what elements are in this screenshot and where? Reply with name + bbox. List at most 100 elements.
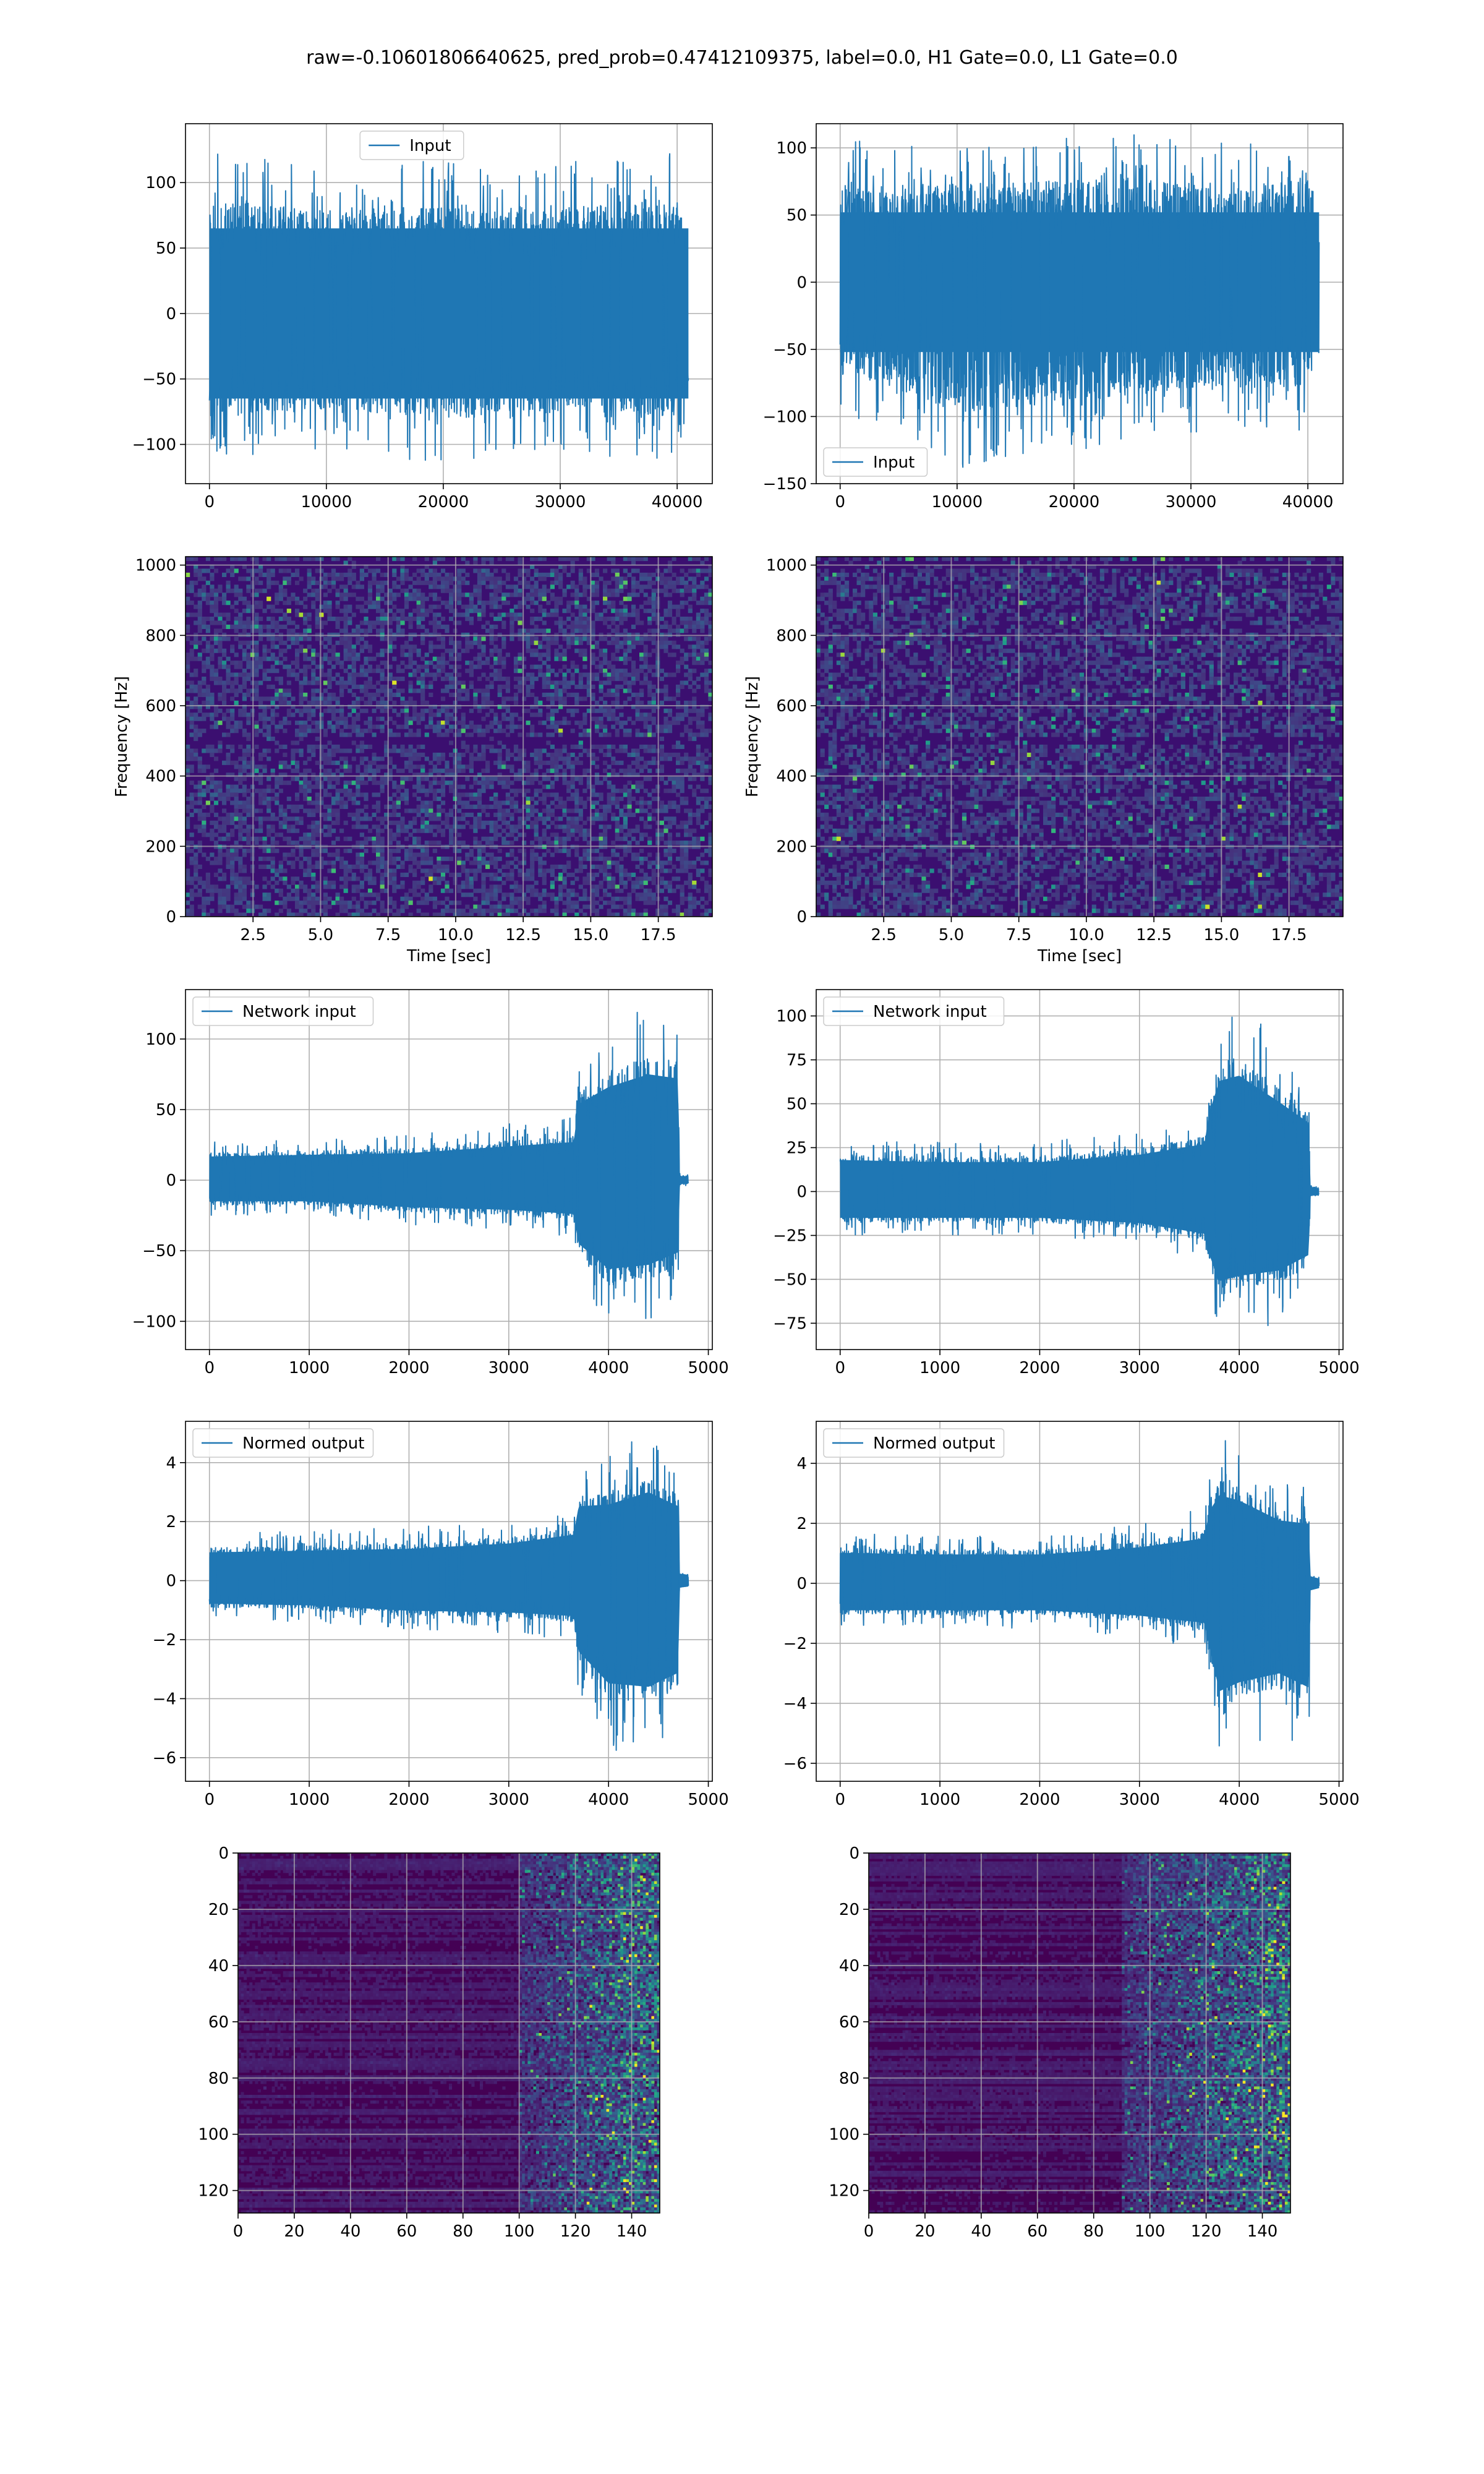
heatmap-cell [562,744,567,749]
heatmap-cell [420,664,425,669]
heatmap-cell [429,648,433,653]
heatmap-cell [477,724,482,729]
heatmap-cell [469,884,474,889]
heatmap-cell [262,912,267,917]
heatmap-cell [197,816,202,821]
heatmap-cell [278,789,283,794]
heatmap-cell [522,580,527,585]
heatmap-cell [376,824,381,829]
heatmap-cell [303,724,308,729]
heatmap-cell [278,688,283,693]
heatmap-cell [303,617,308,622]
heatmap-cell [562,696,567,701]
heatmap-cell [420,768,425,773]
heatmap-cell [432,644,437,649]
heatmap-cell [230,784,235,789]
heatmap-cell [194,620,198,625]
heatmap-cell [295,892,300,897]
heatmap-cell [299,860,304,865]
heatmap-cell [331,584,336,589]
heatmap-cell [315,664,320,669]
heatmap-cell [465,880,470,885]
heatmap-cell [420,852,425,857]
heatmap-cell [574,669,579,674]
heatmap-cell [311,588,316,593]
heatmap-cell [194,729,198,734]
heatmap-cell [473,640,478,645]
heatmap-cell [530,868,535,873]
heatmap-cell [359,672,364,677]
heatmap-cell [437,901,441,905]
heatmap-cell [615,816,620,821]
heatmap-cell [408,680,413,685]
heatmap-cell [197,880,202,885]
heatmap-cell [473,700,478,705]
heatmap-cell [570,624,575,629]
heatmap-cell [343,792,348,797]
heatmap-cell [356,884,360,889]
heatmap-cell [307,857,312,862]
heatmap-cell [335,812,340,817]
heatmap-cell [311,776,316,781]
heatmap-cell [424,824,429,829]
heatmap-cell [262,732,267,737]
heatmap-cell [364,892,369,897]
heatmap-cell [323,892,328,897]
heatmap-cell [481,580,486,585]
heatmap-cell [331,828,336,833]
heatmap-cell [315,588,320,593]
heatmap-cell [343,849,348,854]
heatmap-cell [286,628,291,633]
heatmap-cell [432,824,437,829]
heatmap-cell [270,789,275,794]
heatmap-cell [465,872,470,877]
heatmap-cell [194,852,198,857]
heatmap-cell [457,888,462,893]
heatmap-cell [189,716,194,721]
heatmap-cell [481,648,486,653]
heatmap-cell [566,708,571,713]
heatmap-cell [222,601,227,606]
heatmap-cell [246,808,251,813]
heatmap-cell [234,816,239,821]
heatmap-cell [380,677,385,682]
heatmap-cell [335,656,340,661]
heatmap-cell [429,784,433,789]
heatmap-cell [578,612,583,617]
heatmap-cell [562,800,567,805]
heatmap-cell [194,860,198,865]
heatmap-cell [489,888,494,893]
heatmap-cell [530,860,535,865]
heatmap-cell [295,640,300,645]
heatmap-cell [323,909,328,914]
heatmap-cell [530,620,535,625]
heatmap-cell [489,724,494,729]
heatmap-cell [574,901,579,905]
heatmap-cell [534,648,539,653]
heatmap-cell [437,656,441,661]
heatmap-cell [591,904,595,909]
heatmap-cell [501,776,506,781]
heatmap-cell [254,692,259,697]
heatmap-cell [400,576,405,581]
heatmap-cell [291,713,296,717]
heatmap-cell [599,653,603,657]
heatmap-cell [315,808,320,813]
heatmap-cell [299,836,304,841]
heatmap-cell [270,828,275,833]
heatmap-cell [416,804,421,809]
heatmap-cell [542,816,547,821]
heatmap-cell [222,876,227,881]
heatmap-cell [538,557,543,562]
heatmap-cell [591,857,595,862]
heatmap-cell [550,609,555,614]
heatmap-cell [242,816,247,821]
heatmap-cell [465,857,470,862]
heatmap-cell [331,617,336,622]
heatmap-cell [315,612,320,617]
heatmap-cell [574,620,579,625]
heatmap-cell [186,756,190,761]
x-tick-label: 40000 [1282,493,1334,511]
heatmap-cell [416,732,421,737]
heatmap-cell [307,836,312,841]
